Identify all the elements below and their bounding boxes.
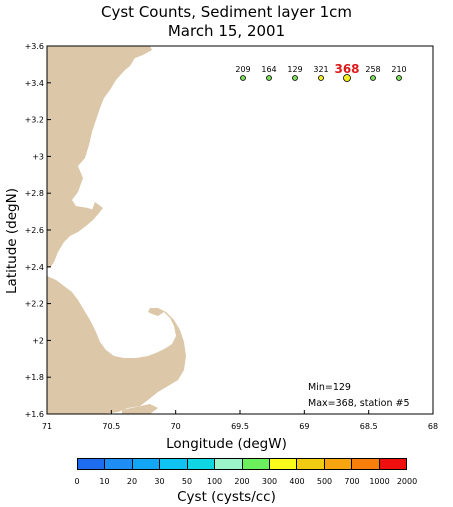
- colorbar-cell: [132, 459, 161, 469]
- map-subtitle: March 15, 2001: [167, 22, 286, 40]
- x-axis: 71 70.5 70 69.5 69 68.5 68: [42, 410, 438, 431]
- colorbar-label: Cyst (cysts/cc): [177, 489, 276, 505]
- y-tick-label: +1.6: [25, 410, 44, 419]
- x-tick-label: 68: [428, 422, 438, 431]
- x-tick-label: 69.5: [231, 422, 249, 431]
- station-value-label: 258: [365, 65, 380, 74]
- y-tick-label: +2.8: [25, 189, 44, 198]
- colorbar-cell: [269, 459, 298, 469]
- station-marker: [343, 74, 351, 82]
- colorbar-tick-label: 1000: [369, 477, 390, 486]
- land-mass: [47, 46, 186, 414]
- land-northern-coast: [47, 46, 152, 268]
- land-marthas-vineyard: [122, 404, 158, 414]
- station-marker: [240, 75, 246, 81]
- station-marker: [396, 75, 402, 81]
- colorbar-tick-label: 500: [316, 477, 333, 486]
- y-axis-label: Latitude (degN): [4, 188, 20, 294]
- y-tick-label: +3.6: [25, 42, 44, 51]
- x-tick-label: 69: [299, 422, 309, 431]
- colorbar-cell: [352, 459, 380, 469]
- colorbar-tick-label: 2000: [396, 477, 418, 486]
- x-axis-label: Longitude (degW): [166, 436, 287, 452]
- map-title: Cyst Counts, Sediment layer 1cm: [101, 3, 352, 21]
- y-tick-label: +2.6: [25, 226, 44, 235]
- colorbar-cell: [215, 459, 243, 469]
- station-marker: [370, 75, 376, 81]
- land-cape-ann: [92, 202, 103, 214]
- y-tick-label: +1.8: [25, 373, 44, 382]
- colorbar-tick-label: 300: [261, 477, 278, 486]
- y-tick-label: +2: [32, 336, 44, 345]
- y-tick-label: +2.4: [25, 263, 44, 272]
- colorbar-cell: [78, 459, 106, 469]
- station-marker: [266, 75, 272, 81]
- colorbar-cell: [187, 459, 216, 469]
- colorbar-cell: [160, 459, 188, 469]
- colorbar-ticks: 0 10 20 30 50 100 200 300 400 500 700 1000 2000: [0, 477, 453, 489]
- x-tick-label: 70: [171, 422, 181, 431]
- land-small-island: [94, 400, 104, 408]
- station-value-label: 129: [287, 65, 302, 74]
- station-marker: [292, 75, 298, 81]
- colorbar: [77, 458, 407, 470]
- colorbar-tick-label: 10: [99, 477, 110, 486]
- station-value-label: 368: [334, 62, 359, 76]
- colorbar-cell: [324, 459, 353, 469]
- max-stat: Max=368, station #5: [308, 398, 410, 409]
- x-tick-label: 71: [42, 422, 52, 431]
- station-value-label: 321: [313, 65, 328, 74]
- colorbar-cell: [242, 459, 270, 469]
- station-marker: [318, 75, 324, 81]
- y-axis: +3.6 +3.4 +3.2 +3 +2.8 +2.6 +2.4 +2.2 +2 +1.8 +1.6: [25, 42, 51, 419]
- colorbar-tick-label: 30: [154, 477, 165, 486]
- colorbar-tick-label: 700: [344, 477, 360, 486]
- colorbar-tick-label: 100: [206, 477, 223, 486]
- colorbar-tick-label: 400: [289, 477, 305, 486]
- min-stat: Min=129: [308, 382, 351, 393]
- y-tick-label: +3.4: [25, 79, 44, 88]
- colorbar-tick-label: 200: [234, 477, 250, 486]
- colorbar-cell: [105, 459, 133, 469]
- colorbar-tick-label: 20: [126, 477, 138, 486]
- y-tick-label: +2.2: [25, 300, 44, 309]
- x-tick-label: 68.5: [360, 422, 378, 431]
- x-tick-label: 70.5: [102, 422, 120, 431]
- land-cape-cod: [47, 276, 186, 414]
- colorbar-tick-label: 50: [181, 477, 193, 486]
- station-markers: 209 164 129 321 368 258 210: [235, 62, 407, 82]
- colorbar-cell: [297, 459, 325, 469]
- colorbar-tick-label: 0: [74, 477, 80, 486]
- y-tick-label: +3.2: [25, 116, 44, 125]
- station-value-label: 209: [235, 65, 250, 74]
- colorbar-cell: [379, 459, 407, 469]
- y-tick-label: +3: [32, 152, 44, 161]
- station-value-label: 164: [261, 65, 276, 74]
- station-value-label: 210: [391, 65, 406, 74]
